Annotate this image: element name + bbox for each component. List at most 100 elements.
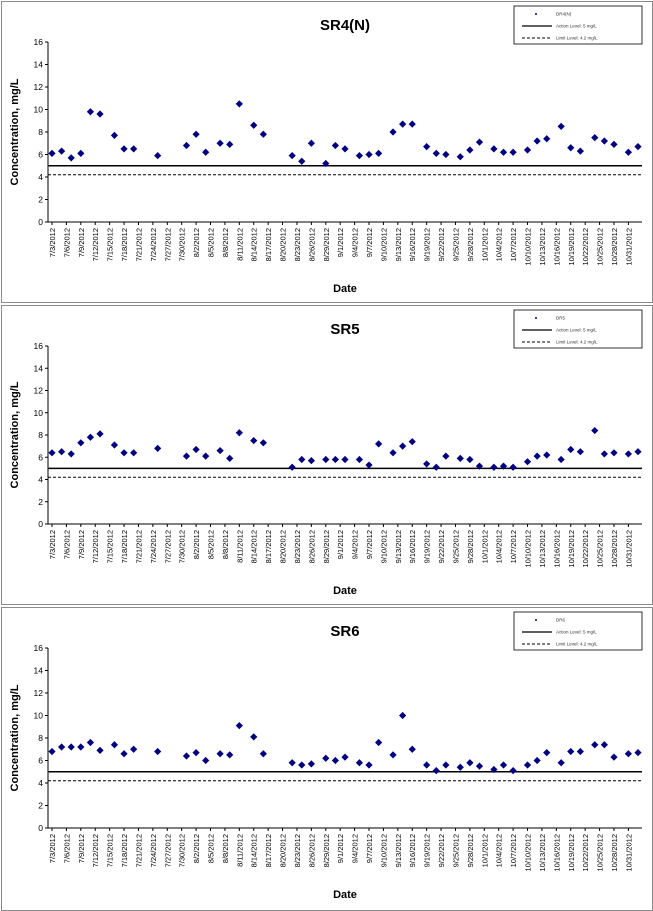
data-point [442, 452, 450, 460]
data-point [591, 134, 599, 142]
data-point [110, 441, 119, 449]
data-point [86, 433, 95, 441]
legend-label: DR6 [556, 618, 565, 623]
data-point [110, 131, 119, 139]
data-point [331, 141, 339, 150]
chart-panel-sr4n: SR4(N) Concentration, mg/L 0 2 4 6 8 10 12 14 16 7/… [1, 1, 653, 303]
data-point [288, 463, 296, 471]
data-point [475, 762, 484, 770]
x-tick-label: 10/19/2012 [567, 530, 576, 568]
x-tick-label: 10/13/2012 [538, 530, 547, 568]
legend-box [513, 309, 643, 349]
data-point [202, 452, 210, 460]
x-axis-title: Date [333, 283, 357, 295]
x-tick-label: 10/10/2012 [524, 530, 533, 568]
x-tick-label: 7/15/2012 [106, 530, 115, 563]
legend-label: Action Level: 5 mg/L [556, 328, 597, 333]
data-point [499, 761, 508, 769]
data-point [543, 135, 551, 143]
data-point [154, 444, 162, 452]
x-tick-label: 9/7/2012 [365, 228, 374, 257]
x-tick-label: 7/30/2012 [178, 834, 187, 867]
data-point [375, 440, 383, 448]
data-point [77, 439, 85, 447]
x-tick-label: 9/7/2012 [365, 530, 374, 559]
y-axis-title: Concentration, mg/L [9, 78, 21, 185]
data-point [490, 145, 498, 153]
data-point [533, 452, 541, 460]
x-tick-label: 10/13/2012 [538, 834, 547, 872]
y-tick-label: 10 [34, 711, 44, 721]
data-point [423, 761, 431, 769]
x-tick-label: 7/27/2012 [163, 228, 172, 261]
data-point [355, 152, 364, 160]
x-tick-label: 7/12/2012 [91, 530, 100, 563]
x-tick-label: 10/16/2012 [552, 228, 561, 266]
data-point [432, 149, 440, 157]
data-point [259, 439, 267, 447]
data-point [557, 455, 565, 464]
data-point [456, 454, 464, 462]
x-tick-label: 8/2/2012 [192, 834, 201, 863]
legend-marker [535, 619, 537, 621]
x-tick-label: 10/7/2012 [509, 228, 518, 261]
y-tick-label: 0 [38, 217, 43, 227]
data-point [110, 741, 119, 749]
x-tick-label: 10/22/2012 [581, 530, 590, 568]
data-point [399, 442, 407, 450]
x-tick-label: 8/26/2012 [307, 834, 316, 867]
x-tick-label: 10/13/2012 [538, 228, 547, 266]
y-tick-label: 12 [34, 688, 44, 698]
data-point [259, 750, 267, 758]
data-point [432, 463, 440, 471]
y-tick-label: 12 [34, 386, 44, 396]
data-point [235, 722, 243, 730]
x-tick-label: 9/16/2012 [408, 530, 417, 563]
x-tick-label: 8/14/2012 [250, 834, 259, 867]
data-point [341, 753, 349, 761]
chart-title: SR6 [330, 623, 359, 640]
data-point [96, 110, 104, 118]
x-tick-label: 10/19/2012 [567, 834, 576, 872]
data-point [216, 750, 224, 758]
x-tick-label: 8/2/2012 [192, 530, 201, 559]
data-point [423, 460, 431, 468]
legend-label: Limit Level: 4.2 mg/L [556, 642, 598, 647]
x-tick-label: 8/8/2012 [221, 834, 230, 863]
x-tick-label: 10/1/2012 [480, 834, 489, 867]
data-point [154, 152, 162, 160]
x-tick-label: 8/23/2012 [293, 228, 302, 261]
x-tick-label: 9/28/2012 [466, 530, 475, 563]
x-tick-label: 7/24/2012 [149, 530, 158, 563]
data-point [576, 747, 584, 756]
x-tick-label: 8/5/2012 [207, 228, 216, 257]
y-tick-label: 4 [38, 778, 43, 788]
data-point [466, 759, 474, 767]
legend-marker [535, 13, 537, 15]
x-tick-label: 7/6/2012 [62, 530, 71, 559]
data-point [365, 461, 373, 469]
x-tick-label: 10/31/2012 [624, 530, 633, 568]
x-tick-label: 9/13/2012 [394, 228, 403, 261]
data-point [192, 445, 200, 454]
chart-sr6: SR6 Concentration, mg/L 0 2 4 6 8 10 12 14 16 7/3/2… [9, 611, 643, 901]
data-point [408, 120, 416, 128]
data-point [624, 750, 632, 758]
data-point [610, 140, 618, 148]
data-point [557, 759, 565, 767]
x-tick-label: 8/17/2012 [264, 834, 273, 867]
y-tick-label: 8 [38, 733, 43, 743]
legend-label: Limit Level: 4.2 mg/L [556, 340, 598, 345]
x-tick-label: 10/10/2012 [524, 834, 533, 872]
legend-box [513, 5, 643, 45]
data-point [499, 148, 508, 156]
data-point [182, 141, 191, 150]
data-point [322, 754, 330, 762]
x-tick-label: 7/15/2012 [106, 228, 115, 261]
chart-panel-sr5: SR5 Concentration, mg/L 0 2 4 6 8 10 12 14 16 7/3/2… [1, 305, 653, 605]
x-tick-label: 10/7/2012 [509, 530, 518, 563]
data-point [226, 454, 234, 462]
x-tick-label: 9/7/2012 [365, 834, 374, 863]
data-point [250, 436, 258, 445]
data-point [509, 463, 517, 471]
